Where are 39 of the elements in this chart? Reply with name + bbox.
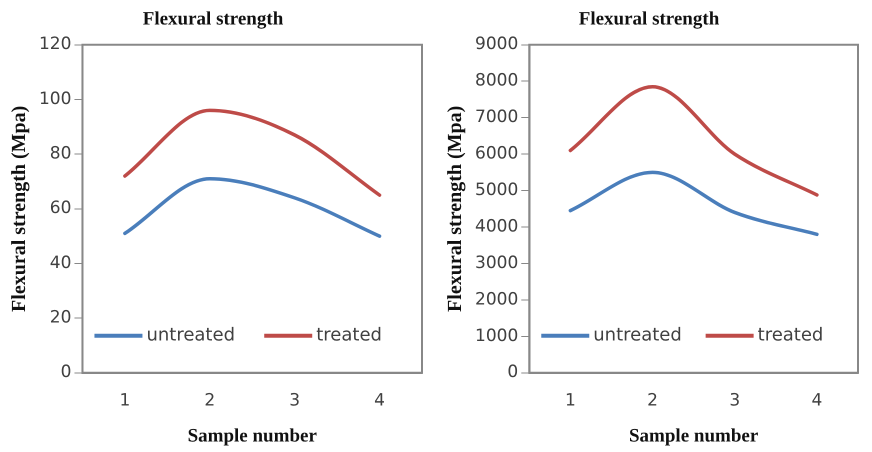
y-tick-label: 6000	[475, 144, 518, 164]
y-tick-label: 8000	[475, 70, 518, 91]
legend-label: untreated	[146, 324, 235, 346]
y-tick-label: 80	[50, 144, 72, 164]
line-series	[123, 108, 382, 197]
y-tick-label: 7000	[475, 107, 518, 128]
line-series	[123, 176, 382, 238]
x-tick-label: 3	[729, 390, 740, 410]
y-tick-label: 100	[38, 88, 72, 109]
y-tick-label: 0	[60, 362, 72, 382]
y-tick-label: 1000	[475, 326, 518, 346]
legend-label: untreated	[593, 324, 682, 346]
y-tick-label: 2000	[475, 289, 518, 310]
y-axis-title: Flexural strength (Mpa)	[444, 106, 466, 312]
x-axis-title: Sample number	[188, 426, 318, 447]
y-tick-label: 20	[50, 308, 72, 328]
x-tick-label: 4	[374, 390, 385, 410]
line-series	[568, 84, 819, 197]
x-tick-label: 2	[647, 390, 658, 410]
y-tick-label: 3000	[475, 252, 518, 273]
chart-title: Flexural strength	[578, 8, 720, 30]
legend-label: treated	[758, 324, 824, 346]
y-tick-label: 0	[507, 362, 518, 382]
y-tick-label: 9000	[475, 34, 518, 54]
legend-label: treated	[316, 324, 382, 346]
x-tick-label: 3	[289, 390, 300, 410]
x-tick-label: 2	[204, 390, 216, 410]
x-tick-label: 1	[119, 390, 130, 410]
chart-title: Flexural strength	[142, 8, 284, 30]
x-tick-label: 4	[811, 390, 822, 410]
y-axis-title: Flexural strength (Mpa)	[8, 106, 30, 312]
line-series	[568, 170, 819, 236]
x-tick-label: 1	[564, 390, 576, 410]
y-tick-label: 4000	[475, 216, 518, 236]
y-tick-label: 40	[50, 252, 72, 273]
y-tick-label: 60	[50, 198, 72, 218]
y-tick-label: 120	[38, 34, 72, 54]
y-tick-label: 5000	[475, 180, 518, 200]
x-axis-title: Sample number	[628, 426, 759, 447]
